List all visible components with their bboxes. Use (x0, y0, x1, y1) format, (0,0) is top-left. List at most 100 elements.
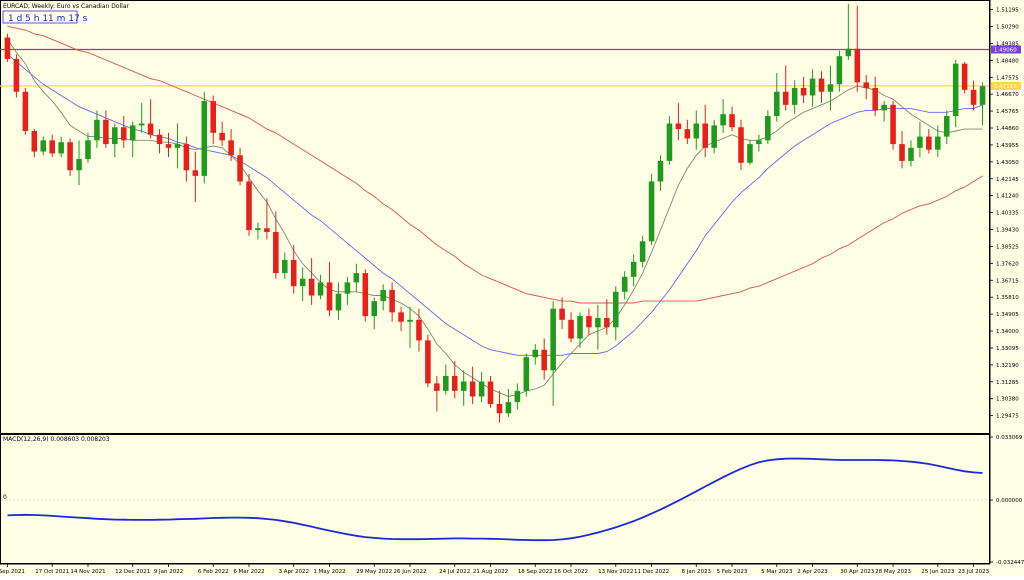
candle[interactable] (344, 276, 351, 305)
candlesticks[interactable] (4, 3, 986, 423)
candle[interactable] (112, 123, 118, 158)
candle[interactable] (201, 91, 208, 184)
candle[interactable] (183, 136, 190, 182)
candle[interactable] (425, 334, 431, 388)
candle[interactable] (76, 140, 82, 186)
candle[interactable] (85, 132, 91, 163)
candle[interactable] (505, 389, 512, 418)
candle[interactable] (926, 129, 932, 154)
candle[interactable] (702, 104, 708, 158)
candle[interactable] (541, 338, 547, 380)
candle[interactable] (58, 136, 64, 158)
candle[interactable] (371, 297, 378, 330)
candle[interactable] (756, 134, 762, 152)
candle[interactable] (67, 138, 73, 176)
candle[interactable] (219, 121, 225, 146)
candle[interactable] (308, 258, 315, 305)
candle[interactable] (282, 252, 288, 279)
candle[interactable] (496, 390, 503, 423)
candle[interactable] (738, 119, 744, 171)
candle[interactable] (568, 312, 574, 343)
candle[interactable] (809, 69, 816, 107)
candle[interactable] (469, 366, 476, 404)
candle[interactable] (729, 106, 735, 131)
candle[interactable] (487, 375, 494, 408)
candle[interactable] (246, 174, 252, 236)
candle[interactable] (165, 132, 172, 158)
candle[interactable] (156, 129, 163, 154)
candle[interactable] (443, 364, 449, 395)
candle[interactable] (362, 269, 369, 322)
candle[interactable] (961, 61, 968, 94)
candle[interactable] (49, 134, 55, 158)
candle[interactable] (630, 254, 637, 287)
candle[interactable] (800, 76, 807, 103)
candle[interactable] (210, 95, 216, 145)
candle[interactable] (943, 110, 950, 145)
candle[interactable] (147, 99, 154, 139)
candle[interactable] (595, 304, 601, 350)
candle[interactable] (380, 284, 386, 311)
candle[interactable] (326, 261, 333, 317)
candle[interactable] (675, 102, 682, 141)
candle[interactable] (4, 33, 11, 62)
candle[interactable] (586, 308, 592, 335)
candle[interactable] (720, 99, 726, 133)
candle[interactable] (255, 222, 261, 240)
candle[interactable] (478, 372, 485, 403)
candle[interactable] (890, 101, 896, 150)
candle[interactable] (747, 140, 753, 165)
candle[interactable] (827, 65, 834, 111)
candle[interactable] (299, 267, 306, 302)
candle[interactable] (666, 116, 673, 165)
candle[interactable] (389, 282, 395, 322)
candle[interactable] (120, 116, 127, 148)
candle[interactable] (765, 110, 771, 145)
candle[interactable] (523, 353, 530, 397)
candle[interactable] (863, 74, 870, 100)
candle[interactable] (174, 123, 181, 169)
candle[interactable] (451, 360, 458, 399)
candle[interactable] (13, 54, 20, 98)
candle[interactable] (836, 50, 843, 92)
candle[interactable] (559, 297, 565, 330)
candle[interactable] (818, 71, 825, 103)
candle[interactable] (604, 299, 610, 335)
candle[interactable] (952, 59, 959, 128)
candle[interactable] (935, 125, 941, 158)
candle[interactable] (550, 301, 556, 406)
candle[interactable] (693, 110, 700, 150)
candle[interactable] (192, 151, 199, 203)
candle[interactable] (979, 82, 986, 126)
candle[interactable] (711, 119, 717, 154)
candle[interactable] (791, 80, 798, 115)
candle[interactable] (917, 121, 923, 158)
candle[interactable] (317, 274, 324, 300)
candle[interactable] (31, 129, 38, 158)
candle[interactable] (639, 235, 646, 268)
candle[interactable] (612, 286, 619, 341)
candle[interactable] (228, 129, 234, 161)
candle[interactable] (273, 211, 279, 279)
candle[interactable] (648, 174, 655, 246)
candle[interactable] (290, 245, 297, 294)
candle[interactable] (854, 5, 861, 92)
candle[interactable] (872, 76, 878, 117)
candle[interactable] (103, 110, 109, 148)
candle[interactable] (237, 147, 243, 186)
candle[interactable] (129, 121, 136, 158)
candle[interactable] (434, 375, 440, 412)
candle[interactable] (881, 101, 887, 122)
candle[interactable] (22, 88, 29, 135)
candle[interactable] (577, 312, 583, 348)
candle[interactable] (335, 282, 342, 320)
candle[interactable] (970, 80, 977, 111)
candle[interactable] (908, 140, 914, 167)
candle[interactable] (264, 198, 270, 240)
candle[interactable] (94, 110, 100, 148)
candle[interactable] (407, 306, 413, 348)
candle[interactable] (621, 271, 628, 300)
candle[interactable] (845, 3, 852, 60)
candle[interactable] (899, 131, 905, 169)
